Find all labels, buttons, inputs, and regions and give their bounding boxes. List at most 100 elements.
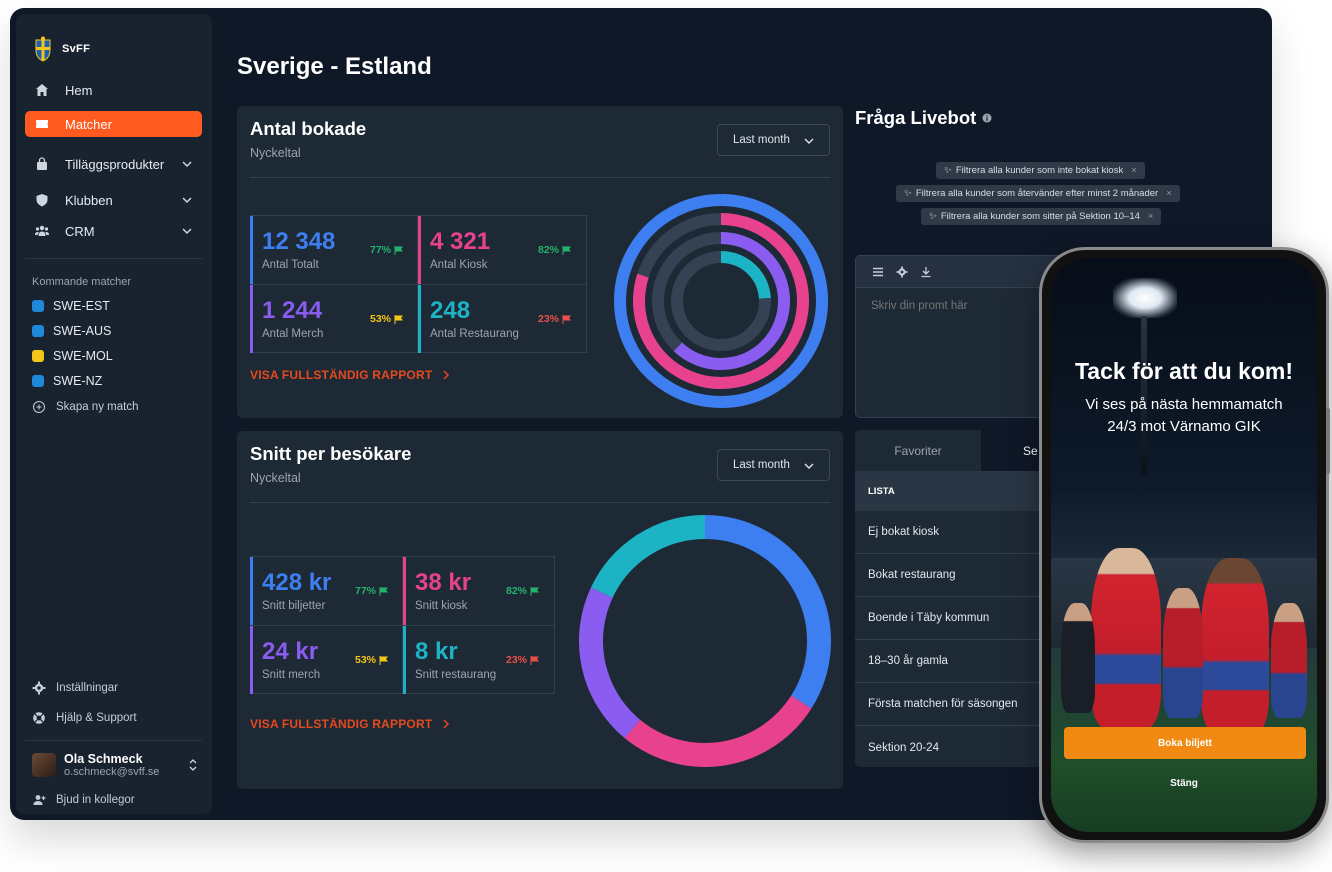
help-label: Hjälp & Support: [56, 712, 137, 724]
kpi-antal-kiosk: 4 321 Antal Kiosk 82%: [418, 216, 587, 284]
livebot-title-text: Fråga Livebot: [855, 107, 977, 128]
flag-icon: [379, 655, 389, 665]
kpi-value: 24 kr: [262, 638, 319, 665]
close-icon[interactable]: ×: [1147, 211, 1154, 222]
bag-icon: [37, 157, 47, 170]
info-icon[interactable]: [982, 113, 992, 123]
period-select[interactable]: Last month: [717, 124, 830, 156]
kpi-percent: 53%: [370, 313, 392, 325]
book-ticket-button[interactable]: Boka biljett: [1064, 727, 1306, 759]
settings-link[interactable]: Inställningar: [32, 681, 118, 695]
match-item-swe-nz[interactable]: SWE-NZ: [32, 374, 102, 388]
kpi-label: Antal Totalt: [262, 259, 319, 271]
match-item-swe-est[interactable]: SWE-EST: [32, 299, 110, 313]
kpi-percent: 77%: [355, 585, 377, 597]
match-label: SWE-NZ: [53, 374, 103, 388]
kpi-value: 12 348: [262, 228, 336, 255]
radial-bar-antal-kiosk: [633, 213, 809, 389]
kpi-label: Antal Merch: [262, 328, 324, 340]
plus-circle-icon: [33, 401, 45, 413]
help-link[interactable]: Hjälp & Support: [32, 711, 137, 725]
period-select[interactable]: Last month: [717, 449, 830, 481]
radial-bar-antal-merch: [673, 232, 790, 370]
radial-bar-chart: [613, 194, 828, 408]
nav-item-matcher[interactable]: Matcher: [25, 111, 202, 137]
close-icon[interactable]: ×: [1166, 188, 1172, 199]
gear-icon[interactable]: [896, 266, 908, 278]
kpi-grid: 428 kr Snitt biljetter 77% 38 kr Snitt k…: [250, 556, 555, 694]
kpi-trend: 23%: [506, 654, 540, 666]
chip-label: Filtrera alla kunder som sitter på Sekti…: [940, 211, 1140, 222]
kpi-label: Snitt merch: [262, 669, 321, 681]
nav-label: Hem: [65, 82, 93, 98]
kpi-card-antal-bokade: Antal bokade Nyckeltal Last month 12 348…: [237, 106, 843, 418]
prompt-input[interactable]: [871, 300, 1041, 320]
download-icon[interactable]: [920, 266, 932, 278]
chevron-right-icon: [443, 719, 450, 729]
menu-icon[interactable]: [872, 266, 884, 278]
card-title: Snitt per besökare: [250, 443, 412, 464]
close-icon[interactable]: ×: [1131, 165, 1137, 176]
donut-chart: [579, 515, 831, 767]
livebot-title: Fråga Livebot: [855, 107, 992, 129]
chevron-down-icon: [804, 463, 814, 469]
brand-name: SvFF: [62, 43, 91, 55]
match-color-dot: [32, 350, 44, 362]
match-item-swe-mol[interactable]: SWE-MOL: [32, 349, 113, 363]
flag-icon: [562, 245, 572, 255]
chip-label: Filtrera alla kunder som inte bokat kios…: [955, 165, 1124, 176]
kpi-trend: 82%: [538, 244, 572, 256]
kpi-label: Antal Restaurang: [430, 328, 519, 340]
nav-item-hem[interactable]: Hem: [25, 77, 202, 103]
flag-icon: [530, 655, 540, 665]
player-figure: [1163, 588, 1203, 718]
donut-slice-snitt-merch: [579, 587, 641, 739]
brand[interactable]: SvFF: [34, 36, 90, 62]
chevron-updown-icon[interactable]: [188, 758, 198, 772]
chevron-down-icon: [804, 138, 814, 144]
full-report-link[interactable]: VISA FULLSTÄNDIG RAPPORT: [250, 717, 450, 731]
kpi-label: Snitt restaurang: [415, 669, 497, 681]
donut-slice-snitt-biljetter: [704, 515, 831, 709]
nav-item-klubben[interactable]: Klubben: [25, 187, 202, 213]
suggestion-chip[interactable]: ✨︎ Filtrera alla kunder som sitter på Se…: [921, 208, 1162, 225]
match-item-swe-aus[interactable]: SWE-AUS: [32, 324, 111, 338]
card-subtitle: Nyckeltal: [250, 146, 301, 160]
create-match-button[interactable]: Skapa ny match: [32, 400, 138, 414]
list-item[interactable]: Sektion 20-24: [868, 741, 939, 754]
flag-icon: [394, 314, 404, 324]
user-profile[interactable]: Ola Schmeck o.schmeck@svff.se: [32, 752, 159, 778]
kpi-value: 1 244: [262, 297, 323, 324]
chevron-right-icon: [443, 370, 450, 380]
svff-crest-icon: [35, 36, 51, 62]
kpi-snitt-merch: 24 kr Snitt merch 53%: [250, 626, 403, 694]
sparkle-icon: ✨︎: [944, 165, 952, 176]
kpi-antal-restaurang: 248 Antal Restaurang 23%: [418, 285, 587, 353]
suggestion-chip[interactable]: ✨︎ Filtrera alla kunder som återvänder e…: [896, 185, 1180, 202]
invite-colleagues-link[interactable]: Bjud in kollegor: [32, 793, 135, 807]
match-color-dot: [32, 375, 44, 387]
match-color-dot: [32, 325, 44, 337]
nav-item-tillaggsprodukter[interactable]: Tilläggsprodukter: [25, 151, 202, 177]
kpi-trend: 77%: [370, 244, 404, 256]
home-icon: [36, 84, 48, 96]
kpi-label: Antal Kiosk: [430, 259, 488, 271]
full-report-link[interactable]: VISA FULLSTÄNDIG RAPPORT: [250, 368, 450, 382]
kpi-card-snitt-per-besokare: Snitt per besökare Nyckeltal Last month …: [237, 431, 843, 789]
chevron-down-icon[interactable]: [180, 193, 194, 207]
kpi-snitt-restaurang: 8 kr Snitt restaurang 23%: [403, 626, 555, 694]
radial-bar-antal-restaurang: [720, 251, 771, 299]
kpi-trend: 53%: [355, 654, 389, 666]
suggestion-chip[interactable]: ✨︎ Filtrera alla kunder som inte bokat k…: [936, 162, 1145, 179]
full-report-label: VISA FULLSTÄNDIG RAPPORT: [250, 368, 433, 382]
nav-item-crm[interactable]: CRM: [25, 218, 202, 244]
full-report-label: VISA FULLSTÄNDIG RAPPORT: [250, 717, 433, 731]
tab-favoriter[interactable]: Favoriter: [855, 430, 981, 471]
kpi-value: 8 kr: [415, 638, 458, 665]
flag-icon: [530, 586, 540, 596]
chevron-down-icon[interactable]: [180, 224, 194, 238]
flag-icon: [562, 314, 572, 324]
close-button[interactable]: Stäng: [1170, 778, 1198, 789]
chevron-down-icon[interactable]: [180, 157, 194, 171]
kpi-percent: 77%: [370, 244, 392, 256]
